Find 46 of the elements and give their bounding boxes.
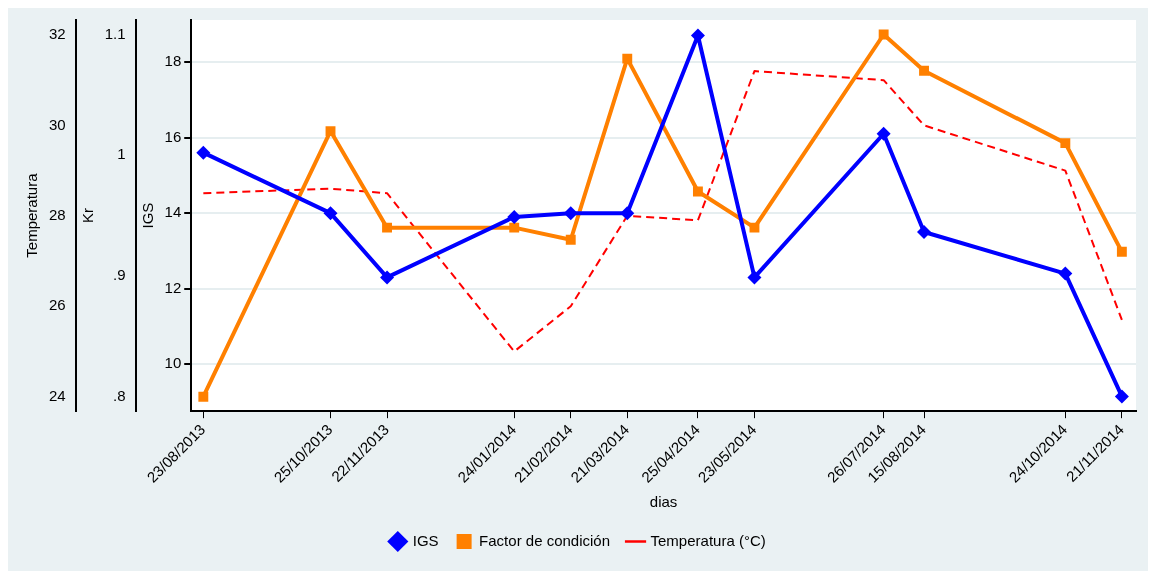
point (323, 206, 338, 221)
y3-tick-label: 32 (49, 25, 66, 43)
y3-axis-title: Temperatura (23, 172, 41, 258)
y-tick-label: 16 (164, 127, 182, 145)
y2-tick-label: 1.1 (104, 24, 126, 42)
point (876, 126, 891, 141)
point (507, 209, 522, 224)
point (196, 145, 211, 160)
point (382, 222, 392, 233)
point (620, 206, 635, 221)
y3-tick-label: 30 (49, 115, 66, 133)
point (1058, 266, 1073, 281)
point (198, 391, 209, 402)
point (622, 53, 633, 64)
y-tick-label: 12 (164, 278, 182, 296)
point (690, 28, 705, 43)
point (747, 270, 762, 285)
y-tick-label: 18 (164, 52, 182, 70)
point (565, 234, 576, 245)
line-series (202, 70, 1123, 353)
point (1116, 246, 1127, 257)
y3-tick-label: 26 (49, 296, 66, 314)
y2-tick-label: 1 (117, 145, 126, 163)
point (878, 29, 889, 40)
point (692, 186, 703, 197)
y-tick-label: 14 (164, 203, 182, 221)
y2-tick-label: .9 (113, 266, 126, 284)
y2-tick-label: .8 (113, 386, 126, 404)
point (509, 222, 520, 233)
legend-label: Temperatura (°C) (650, 531, 766, 549)
y3-tick-label: 24 (49, 386, 66, 404)
y-axis-title: IGS (138, 202, 156, 229)
point (563, 206, 578, 221)
legend-label: Factor de condición (479, 531, 611, 549)
x-axis-title: dias (649, 493, 678, 511)
point (380, 270, 395, 285)
point (749, 222, 760, 233)
point (917, 225, 932, 240)
y3-tick-label: 28 (49, 205, 66, 223)
legend-label: IGS (412, 531, 439, 549)
point (1060, 138, 1071, 149)
point (325, 126, 336, 137)
point (1114, 389, 1129, 404)
y2-axis-title: Kr (78, 208, 96, 224)
point (919, 65, 929, 76)
y-tick-label: 10 (164, 354, 182, 372)
